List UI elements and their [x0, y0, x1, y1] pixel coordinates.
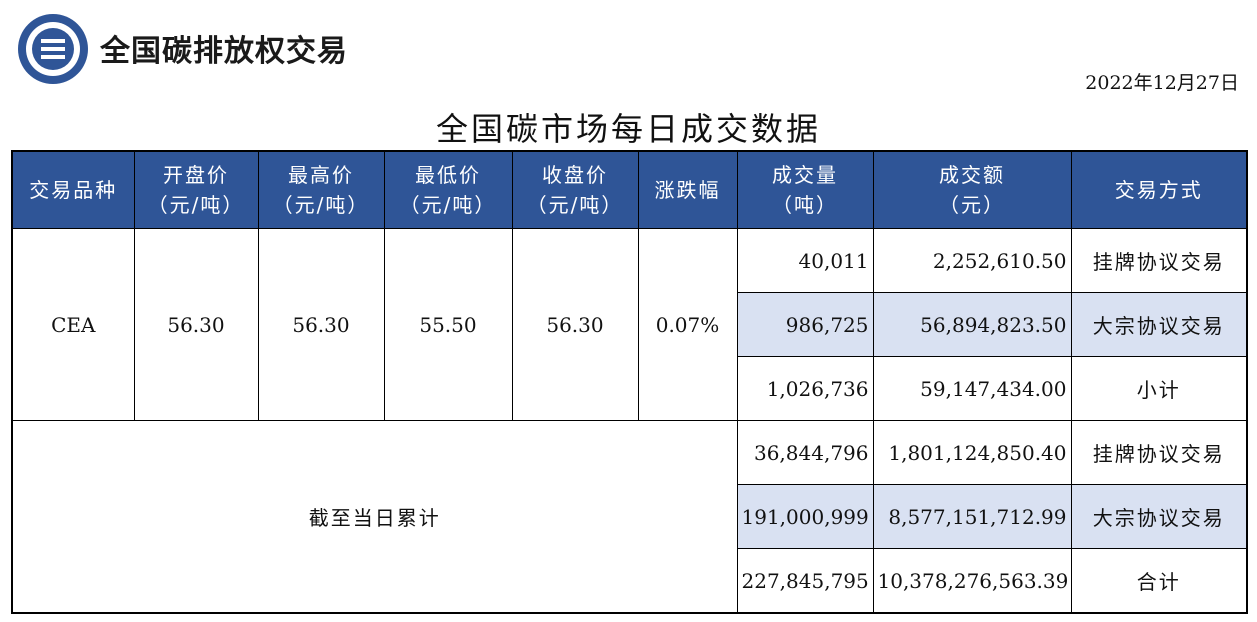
table-row: 227,845,795 10,378,276,563.39 合计: [12, 548, 1248, 614]
column-header-open: 开盘价 （元/吨）: [133, 150, 259, 229]
exchange-logo-icon: [18, 14, 88, 84]
amount-cell: 10,378,276,563.39: [872, 548, 1072, 614]
column-header-volume: 成交量 （吨）: [736, 150, 874, 229]
table-row: 1,026,736 59,147,434.00 小计: [12, 356, 1248, 421]
amount-cell: 2,252,610.50: [872, 228, 1072, 293]
amount-cell: 59,147,434.00: [872, 356, 1072, 421]
open-price-cell: 56.30: [133, 228, 259, 421]
cumulative-label-cell: 截至当日累计: [11, 420, 738, 614]
column-header-close: 收盘价 （元/吨）: [511, 150, 639, 229]
volume-cell: 986,725: [736, 292, 874, 357]
amount-cell: 56,894,823.50: [872, 292, 1072, 357]
brand-name: 全国碳排放权交易: [100, 34, 348, 69]
table-row: 191,000,999 8,577,151,712.99 大宗协议交易: [12, 484, 1248, 549]
volume-cell: 1,026,736: [736, 356, 874, 421]
method-cell: 挂牌协议交易: [1070, 228, 1248, 293]
column-header-product: 交易品种: [11, 150, 135, 229]
method-cell: 挂牌协议交易: [1070, 420, 1248, 485]
column-header-method: 交易方式: [1070, 150, 1248, 229]
volume-cell: 227,845,795: [736, 548, 874, 614]
trade-data-table: 交易品种 开盘价 （元/吨） 最高价 （元/吨） 最低价 （元/吨） 收盘价 （元/吨）…: [11, 150, 1248, 614]
amount-cell: 8,577,151,712.99: [872, 484, 1072, 549]
high-price-cell: 56.30: [257, 228, 385, 421]
column-header-change: 涨跌幅: [637, 150, 738, 229]
column-header-high: 最高价 （元/吨）: [257, 150, 385, 229]
table-header-row: 交易品种 开盘价 （元/吨） 最高价 （元/吨） 最低价 （元/吨） 收盘价 （元/吨）…: [11, 150, 1248, 229]
method-cell: 合计: [1070, 548, 1248, 614]
method-cell: 大宗协议交易: [1070, 292, 1248, 357]
volume-cell: 36,844,796: [736, 420, 874, 485]
amount-cell: 1,801,124,850.40: [872, 420, 1072, 485]
volume-cell: 40,011: [736, 228, 874, 293]
page-title: 全国碳市场每日成交数据: [435, 110, 821, 148]
product-cell: CEA: [11, 228, 135, 421]
close-price-cell: 56.30: [511, 228, 639, 421]
change-cell: 0.07%: [637, 228, 738, 421]
table-row: CEA 56.30 56.30 55.50 56.30 0.07% 40,011…: [11, 228, 1248, 421]
report-date: 2022年12月27日: [1085, 72, 1239, 94]
method-cell: 大宗协议交易: [1070, 484, 1248, 549]
column-header-amount: 成交额 （元）: [872, 150, 1072, 229]
low-price-cell: 55.50: [383, 228, 513, 421]
volume-cell: 191,000,999: [736, 484, 874, 549]
column-header-low: 最低价 （元/吨）: [383, 150, 513, 229]
method-cell: 小计: [1070, 356, 1248, 421]
table-row: 截至当日累计 36,844,796 1,801,124,850.40 挂牌协议交…: [11, 420, 1248, 614]
table-row: 986,725 56,894,823.50 大宗协议交易: [12, 292, 1248, 357]
